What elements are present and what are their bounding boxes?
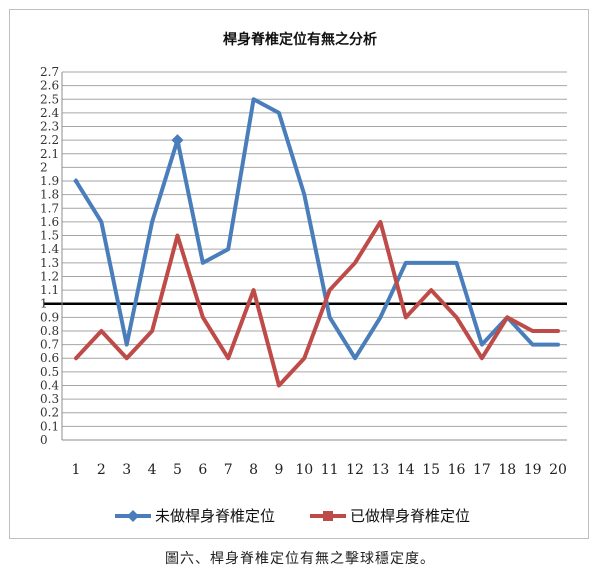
figure-caption: 圖六、桿身脊椎定位有無之擊球穩定度。 (165, 551, 435, 567)
y-tick-label: 1.9 (40, 174, 59, 188)
y-tick-label: 0.6 (40, 351, 59, 365)
x-tick-label: 14 (397, 462, 415, 478)
x-tick-label: 17 (473, 462, 491, 478)
y-tick-label: 0.7 (40, 338, 59, 352)
legend: 未做桿身脊椎定位 已做桿身脊椎定位 (115, 507, 470, 525)
y-tick-label: 0.4 (40, 378, 59, 392)
y-tick-label: 2.3 (40, 120, 59, 134)
legend-label-1: 未做桿身脊椎定位 (155, 507, 275, 525)
chart-title: 桿身脊椎定位有無之分析 (223, 31, 377, 48)
x-tick-label: 2 (97, 462, 106, 478)
x-tick-label: 20 (549, 462, 567, 478)
y-tick-label: 1.3 (40, 256, 59, 270)
y-tick-label: 0.8 (40, 324, 59, 338)
x-tick-label: 16 (448, 462, 466, 478)
y-tick-label: 0.5 (40, 365, 59, 379)
y-tick-label: 0 (40, 433, 48, 447)
x-tick-label: 6 (198, 462, 207, 478)
y-tick-label: 2.7 (40, 65, 59, 79)
x-tick-label: 8 (249, 462, 258, 478)
x-tick-label: 13 (372, 462, 390, 478)
y-tick-label: 0.9 (40, 310, 59, 324)
series-line-1 (74, 97, 560, 361)
y-tick-label: 1.1 (40, 283, 59, 297)
x-tick-label: 15 (422, 462, 440, 478)
x-tick-label: 12 (346, 462, 364, 478)
chart-frame (9, 9, 589, 539)
grid-layer (44, 71, 567, 441)
x-tick-label: 9 (274, 462, 283, 478)
legend-marker-diamond (127, 510, 139, 522)
y-tick-label: 2 (40, 160, 48, 174)
x-tick-label: 11 (321, 462, 339, 478)
series-layer (73, 97, 560, 388)
x-tick-label: 4 (148, 462, 157, 478)
series-1-point-marker (171, 134, 184, 147)
x-tick-label: 7 (224, 462, 233, 478)
y-tick-label: 1.2 (40, 269, 59, 283)
axis-layer: 00.10.20.30.40.50.60.70.80.911.11.21.31.… (40, 65, 567, 478)
y-tick-label: 1.6 (40, 215, 59, 229)
y-tick-label: 2.1 (40, 147, 59, 161)
y-tick-label: 2.4 (40, 106, 59, 120)
y-tick-label: 0.1 (40, 419, 59, 433)
y-tick-label: 1 (40, 297, 48, 311)
y-tick-label: 1.4 (40, 242, 59, 256)
series-1-point-marker (73, 178, 79, 185)
x-tick-label: 1 (72, 462, 81, 478)
y-tick-label: 2.6 (40, 79, 59, 93)
x-tick-label: 5 (173, 462, 182, 478)
y-tick-label: 1.7 (40, 201, 59, 215)
y-tick-label: 1.5 (40, 229, 59, 243)
y-tick-label: 2.5 (40, 92, 59, 106)
y-tick-label: 1.8 (40, 188, 59, 202)
series-line-2 (74, 219, 560, 388)
x-tick-label: 10 (295, 462, 313, 478)
legend-marker-square (323, 511, 333, 521)
x-tick-label: 18 (498, 462, 516, 478)
x-tick-label: 3 (122, 462, 131, 478)
legend-label-2: 已做桿身脊椎定位 (350, 507, 470, 525)
y-tick-label: 0.3 (40, 392, 59, 406)
y-tick-label: 2.2 (40, 133, 59, 147)
y-tick-label: 0.2 (40, 406, 59, 420)
x-tick-label: 19 (524, 462, 542, 478)
